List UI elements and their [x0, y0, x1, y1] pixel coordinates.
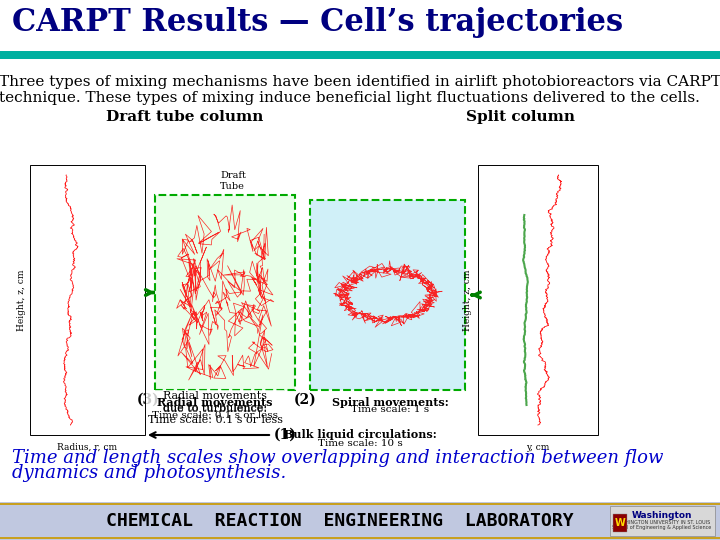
Text: Split column: Split column: [466, 110, 575, 124]
Text: CARPT Results — Cell’s trajectories: CARPT Results — Cell’s trajectories: [12, 6, 623, 37]
Text: (3): (3): [137, 393, 159, 407]
Text: Three types of mixing mechanisms have been identified in airlift photobioreactor: Three types of mixing mechanisms have be…: [0, 75, 720, 105]
Bar: [155, 195, 295, 390]
Text: WASHINGTON UNIVERSITY IN ST. LOUIS: WASHINGTON UNIVERSITY IN ST. LOUIS: [614, 519, 710, 524]
Bar: [0, 502, 720, 540]
Bar: [610, 506, 715, 536]
Bar: [310, 200, 465, 390]
Text: CHEMICAL  REACTION  ENGINEERING  LABORATORY: CHEMICAL REACTION ENGINEERING LABORATORY: [106, 512, 574, 530]
Text: Radial movements
due to turbulence:
Time scale: 0.1 s or less: Radial movements due to turbulence: Time…: [148, 392, 282, 424]
Text: (1): (1): [274, 428, 297, 442]
Bar: [0, 51, 720, 59]
Text: Spiral movements:: Spiral movements:: [332, 396, 449, 408]
Bar: [0, 0, 720, 52]
Text: Draft tube column: Draft tube column: [107, 110, 264, 124]
Bar: [30, 165, 145, 435]
Text: Height, z, cm: Height, z, cm: [17, 269, 27, 330]
Text: Time scale: 0.1 s or less: Time scale: 0.1 s or less: [152, 411, 278, 421]
Text: Time and length scales show overlapping and interaction between flow: Time and length scales show overlapping …: [12, 449, 663, 467]
Text: Draft
Tube: Draft Tube: [220, 171, 246, 191]
Text: Height, z, cm: Height, z, cm: [464, 269, 472, 330]
Text: Time scale: 1 s: Time scale: 1 s: [351, 406, 429, 415]
Text: W: W: [615, 518, 626, 528]
Bar: [613, 514, 627, 532]
Bar: [478, 165, 598, 435]
Text: Time scale: 10 s: Time scale: 10 s: [318, 438, 402, 448]
Text: Radial movements: Radial movements: [157, 396, 273, 408]
Text: Radius, r, cm: Radius, r, cm: [58, 442, 117, 451]
Text: Bulk liquid circulations:: Bulk liquid circulations:: [284, 429, 436, 441]
Text: (2): (2): [294, 393, 316, 407]
Text: due to turbulence:: due to turbulence:: [163, 404, 267, 414]
Text: dynamics and photosynthesis.: dynamics and photosynthesis.: [12, 464, 287, 482]
Text: School of Engineering & Applied Science: School of Engineering & Applied Science: [613, 525, 711, 530]
Text: Washington: Washington: [631, 510, 692, 519]
Bar: [0, 537, 720, 539]
Bar: [0, 503, 720, 505]
Text: y, cm: y, cm: [526, 442, 549, 451]
